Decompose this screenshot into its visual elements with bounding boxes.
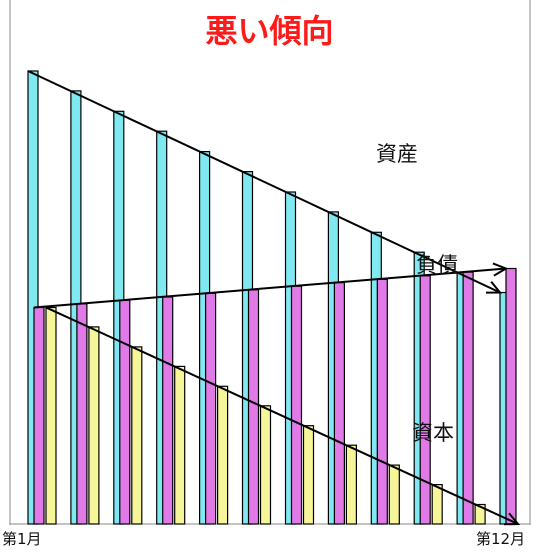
bar-liabilities-8 bbox=[333, 282, 345, 525]
bar-liabilities-3 bbox=[119, 299, 131, 525]
trend-line-liabilities-arrow bbox=[492, 262, 509, 277]
bar-equity-1 bbox=[45, 306, 57, 525]
bar-equity-2 bbox=[88, 326, 100, 525]
bar-equity-3 bbox=[131, 346, 143, 525]
trend-line-liabilities bbox=[33, 267, 507, 309]
bar-equity-8 bbox=[345, 444, 357, 525]
bar-liabilities-5 bbox=[205, 292, 217, 525]
trend-line-equity-arrow bbox=[503, 512, 521, 526]
bar-liabilities-11 bbox=[462, 271, 474, 525]
bar-liabilities-7 bbox=[290, 285, 303, 525]
trend-line-assets bbox=[27, 70, 501, 294]
x-tick-first: 第1月 bbox=[2, 530, 42, 548]
trend-line-assets-arrow bbox=[485, 281, 503, 294]
bar-liabilities-1 bbox=[33, 306, 45, 525]
series-label-assets: 資産 bbox=[376, 142, 418, 166]
bar-liabilities-2 bbox=[76, 303, 88, 525]
bar-liabilities-4 bbox=[162, 296, 174, 525]
bar-equity-10 bbox=[431, 484, 443, 525]
series-label-equity: 資本 bbox=[412, 421, 454, 445]
bar-equity-11 bbox=[474, 503, 486, 525]
bar-liabilities-9 bbox=[376, 278, 388, 525]
x-tick-last: 第12月 bbox=[476, 530, 526, 548]
chart-title: 悪い傾向 bbox=[205, 12, 334, 50]
bar-equity-6 bbox=[259, 405, 272, 525]
bar-liabilities-10 bbox=[419, 275, 431, 525]
bar-equity-5 bbox=[217, 385, 229, 525]
bar-assets-1 bbox=[27, 70, 39, 525]
bar-liabilities-6 bbox=[247, 289, 260, 525]
bar-equity-7 bbox=[302, 425, 315, 525]
series-label-liabilities: 負債 bbox=[416, 253, 458, 277]
bar-equity-9 bbox=[388, 464, 400, 525]
bar-equity-4 bbox=[174, 365, 186, 525]
bar-liabilities-12 bbox=[505, 267, 517, 525]
trend-line-equity bbox=[45, 306, 519, 525]
